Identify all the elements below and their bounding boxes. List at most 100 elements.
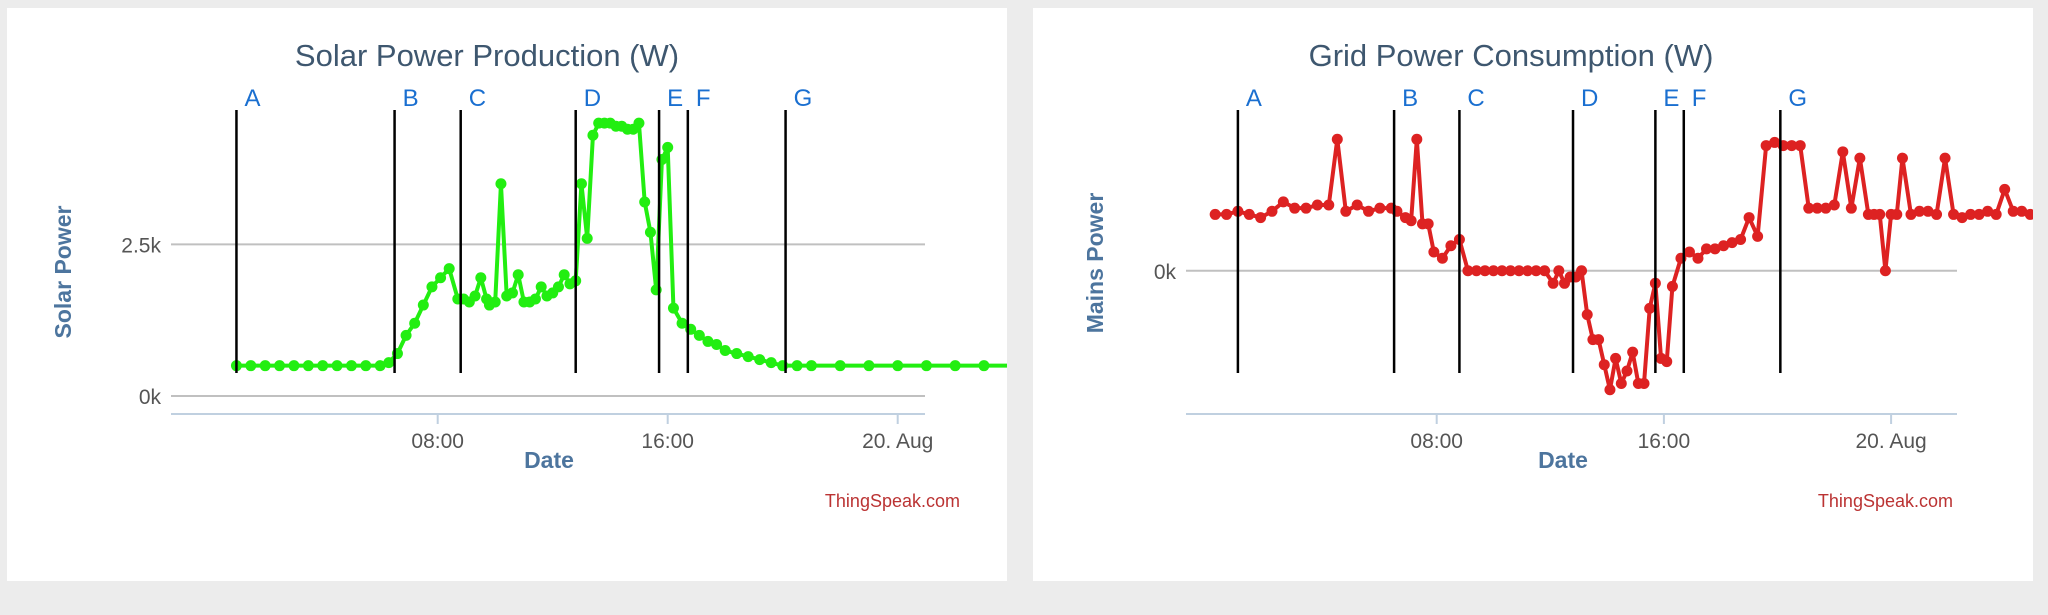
data-point [1479, 265, 1491, 277]
data-point [1615, 377, 1627, 389]
data-point [1990, 208, 2002, 220]
marker-label: B [1402, 85, 1418, 112]
data-point [1221, 208, 1233, 220]
data-point [1496, 265, 1508, 277]
data-point [1794, 140, 1806, 152]
data-point [469, 290, 481, 302]
data-point [1530, 265, 1542, 277]
data-point [1311, 199, 1323, 211]
solar-power-chart: Solar Power Production (W) Date Solar Po… [50, 38, 1007, 511]
data-series [230, 117, 1007, 372]
data-point [558, 269, 570, 281]
data-point [1470, 265, 1482, 277]
data-point [360, 360, 372, 372]
grid-lines: 0k [1154, 261, 1957, 284]
data-point [805, 360, 817, 372]
x-axis: 08:00 16:00 20. Aug [1186, 413, 1957, 453]
data-point [443, 263, 455, 275]
data-point [1436, 252, 1448, 264]
data-point [1922, 205, 1934, 217]
data-point [1786, 140, 1798, 152]
data-point [2007, 205, 2019, 217]
data-point [1255, 212, 1267, 224]
data-point [1854, 152, 1866, 164]
data-series [1209, 133, 2033, 396]
data-point [1709, 243, 1721, 255]
data-point [676, 317, 688, 329]
marker-label: C [469, 85, 486, 112]
data-point [435, 272, 447, 284]
credit-link[interactable]: ThingSpeak.com [1818, 491, 1953, 511]
data-point [1610, 352, 1622, 364]
data-point [274, 360, 286, 372]
data-point [331, 360, 343, 372]
data-point [288, 360, 300, 372]
data-point [719, 345, 731, 357]
x-tick-label: 08:00 [411, 430, 464, 453]
grid-chart-panel: Grid Power Consumption (W) Date Mains Po… [1033, 8, 2033, 581]
solar-chart-panel: Solar Power Production (W) Date Solar Po… [7, 8, 1007, 581]
data-point [1411, 133, 1423, 145]
data-point [1505, 265, 1517, 277]
data-point [1462, 265, 1474, 277]
data-point [1973, 208, 1985, 220]
data-point [863, 360, 875, 372]
marker-label: A [244, 85, 260, 112]
x-axis-label: Date [1538, 447, 1588, 473]
data-point [1363, 205, 1375, 217]
data-point [587, 129, 599, 141]
data-point [1581, 309, 1593, 321]
data-point [1879, 265, 1891, 277]
marker-label: G [1788, 85, 1807, 112]
grid-lines: 0k 2.5k [121, 234, 925, 409]
marker-label: F [1692, 85, 1707, 112]
data-point [920, 360, 932, 372]
data-point [575, 178, 587, 190]
data-point [693, 329, 705, 341]
data-point [383, 357, 395, 369]
data-point [1266, 205, 1278, 217]
marker-label: E [667, 85, 683, 112]
y-axis-label: Mains Power [1082, 193, 1108, 334]
data-point [1769, 136, 1781, 148]
data-point [1905, 208, 1917, 220]
y-axis-label: Solar Power [50, 205, 76, 338]
data-point [1405, 215, 1417, 227]
data-point [1553, 265, 1565, 277]
data-point [1982, 205, 1994, 217]
data-point [1351, 199, 1363, 211]
data-point [1666, 280, 1678, 292]
data-point [1547, 277, 1559, 289]
data-point [791, 360, 803, 372]
credit-link[interactable]: ThingSpeak.com [825, 491, 960, 511]
data-point [702, 335, 714, 347]
data-point [1743, 212, 1755, 224]
marker-label: B [403, 85, 419, 112]
data-point [1891, 208, 1903, 220]
y-tick-label: 2.5k [121, 234, 161, 257]
data-point [1726, 237, 1738, 249]
data-point [1638, 377, 1650, 389]
data-point [1820, 202, 1832, 214]
data-point [417, 299, 429, 311]
marker-label: C [1467, 85, 1484, 112]
data-point [1340, 205, 1352, 217]
x-tick-label: 20. Aug [1855, 430, 1926, 453]
data-point [506, 287, 518, 299]
data-point [1300, 202, 1312, 214]
data-point [765, 357, 777, 369]
data-point [1828, 199, 1840, 211]
y-tick-label: 0k [1154, 261, 1177, 284]
data-point [1735, 233, 1747, 245]
data-point [1845, 202, 1857, 214]
marker-label: E [1663, 85, 1679, 112]
data-point [1965, 208, 1977, 220]
data-point [1331, 133, 1343, 145]
data-point [1488, 265, 1499, 277]
data-point [711, 338, 723, 350]
marker-label: A [1246, 85, 1262, 112]
data-point [374, 360, 386, 372]
data-point [1661, 356, 1673, 368]
